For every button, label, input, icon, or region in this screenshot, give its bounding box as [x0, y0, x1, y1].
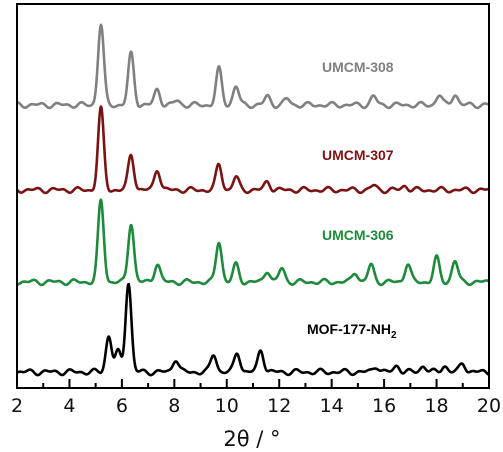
x-tick-label: 8	[168, 395, 180, 417]
series-label-umcm-308: UMCM-308	[322, 59, 394, 75]
x-tick-label: 4	[63, 395, 75, 417]
series-label-mof-177-nh2: MOF-177-NH2	[307, 321, 397, 341]
x-tick-label: 20	[477, 395, 501, 417]
series-label-umcm-306: UMCM-306	[322, 227, 394, 243]
x-tick-label: 14	[320, 395, 344, 417]
series-label-mof-sub: 2	[391, 330, 397, 341]
x-tick-label: 16	[372, 395, 396, 417]
series-label-umcm-307: UMCM-307	[322, 147, 394, 163]
x-axis-ticks: 2 4 6 8 10 12 14 16 18 20	[11, 379, 501, 417]
x-tick-label: 12	[267, 395, 291, 417]
plot-frame	[16, 3, 490, 389]
series-label-mof-main: MOF-177-NH	[307, 321, 391, 337]
trace-umcm-307	[16, 105, 490, 195]
traces-group	[16, 23, 490, 377]
x-axis-title: 2θ / °	[223, 427, 280, 451]
series-labels-group: UMCM-308 UMCM-307 UMCM-306 MOF-177-NH2	[307, 59, 397, 341]
x-tick-label: 18	[424, 395, 448, 417]
trace-mof-177-nh2	[16, 282, 490, 377]
x-tick-label: 10	[215, 395, 239, 417]
trace-umcm-308	[16, 23, 490, 110]
trace-umcm-306	[16, 198, 490, 287]
x-tick-label: 6	[116, 395, 128, 417]
x-tick-label: 2	[11, 395, 23, 417]
